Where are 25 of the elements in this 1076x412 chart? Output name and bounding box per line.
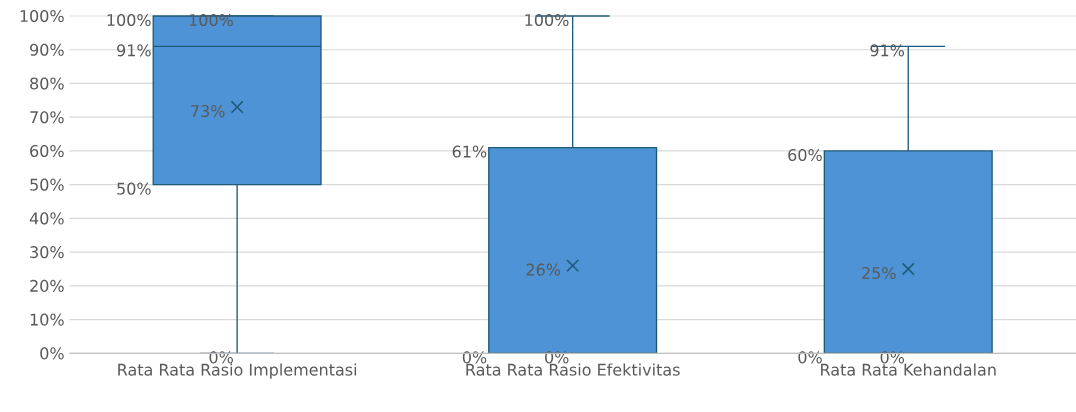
y-tick-label: 30% <box>30 246 64 259</box>
y-tick-label: 80% <box>30 77 64 90</box>
annotation: 100% <box>189 13 233 27</box>
x-tick-label: Rata Rata Rasio Implementasi <box>118 363 357 379</box>
annotation: 91% <box>117 44 151 57</box>
y-tick-label: 20% <box>30 279 64 292</box>
y-tick-label: 100% <box>20 9 64 23</box>
y-tick-label: 90% <box>30 43 64 56</box>
annotation: 50% <box>117 182 151 195</box>
annotation: 91% <box>870 44 905 57</box>
y-tick-label: 70% <box>30 111 64 124</box>
annotation: 25% <box>862 266 896 280</box>
annotation: 60% <box>788 148 822 161</box>
annotation: 61% <box>452 145 487 158</box>
y-tick-label: 0% <box>40 347 64 360</box>
y-tick-label: 60% <box>30 144 64 157</box>
x-tick-label: Rata Rata Rasio Efektivitas <box>466 363 680 376</box>
x-tick-label: Rata Rata Kehandalan <box>821 363 996 376</box>
annotation: 100% <box>525 13 569 27</box>
annotation: 100% <box>107 13 151 27</box>
annotation: 73% <box>191 105 225 118</box>
y-tick-label: 40% <box>29 212 64 225</box>
y-tick-label: 50% <box>30 178 64 191</box>
annotation: 26% <box>526 263 561 276</box>
y-tick-label: 10% <box>30 313 64 326</box>
